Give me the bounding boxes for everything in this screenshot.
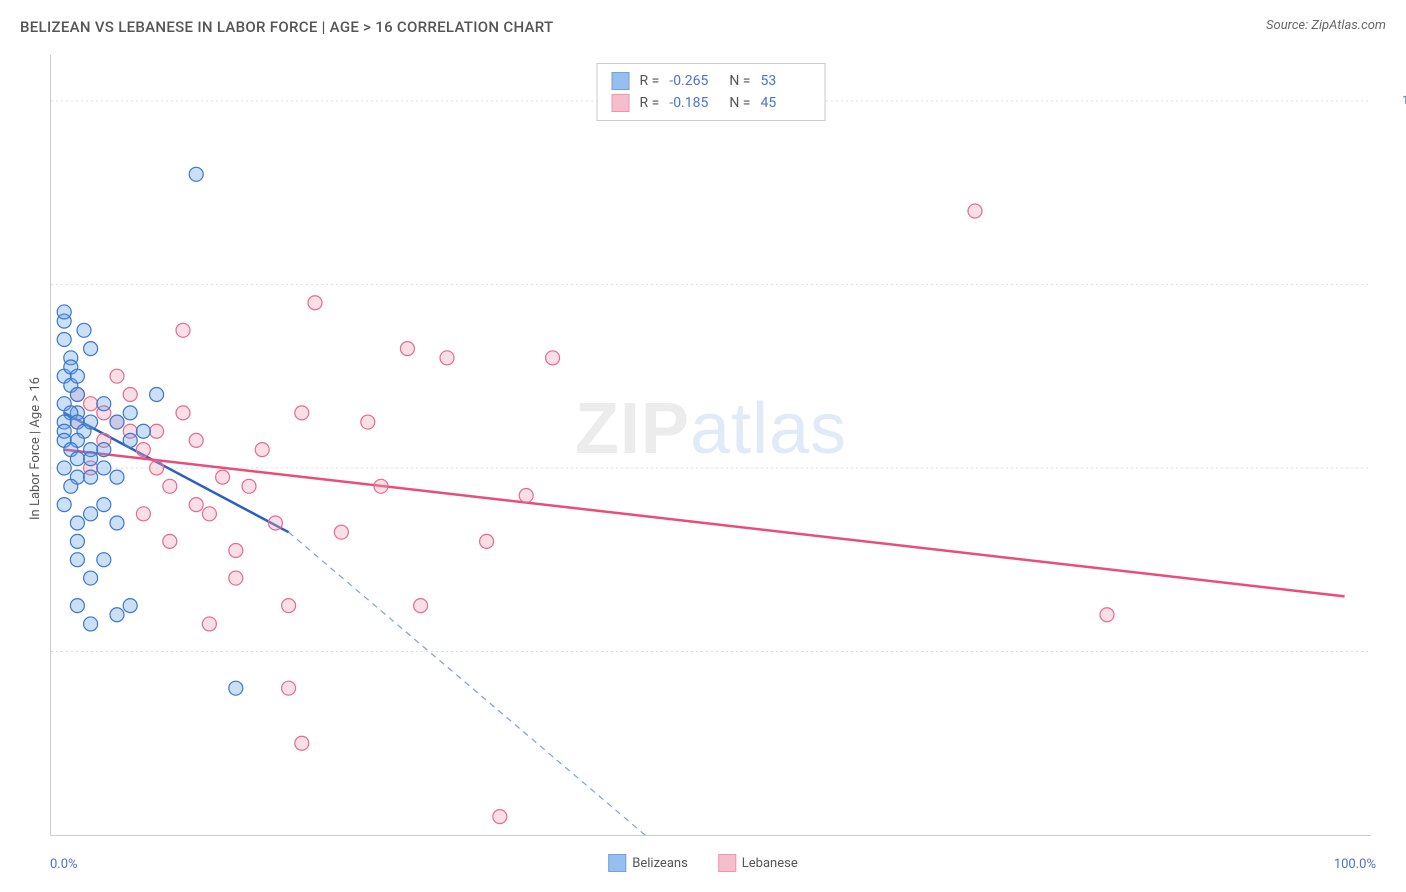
y-tick-label: 60.0% bbox=[1381, 460, 1406, 474]
legend-label-lebanese: Lebanese bbox=[742, 856, 798, 871]
stat-r-value-1: -0.265 bbox=[669, 73, 719, 89]
stats-row-belizeans: R = -0.265 N = 53 bbox=[612, 70, 811, 92]
x-axis-max-label: 100.0% bbox=[1334, 857, 1376, 872]
stat-n-value-2: 45 bbox=[760, 95, 810, 111]
stats-box: R = -0.265 N = 53 R = -0.185 N = 45 bbox=[597, 63, 826, 121]
chart-title: BELIZEAN VS LEBANESE IN LABOR FORCE | AG… bbox=[20, 18, 553, 36]
chart-svg bbox=[51, 55, 1371, 835]
source-label: Source: ZipAtlas.com bbox=[1266, 18, 1386, 33]
legend-item-belizeans: Belizeans bbox=[608, 854, 688, 872]
stat-r-label-2: R = bbox=[640, 95, 660, 111]
stat-r-value-2: -0.185 bbox=[669, 95, 719, 111]
swatch-lebanese bbox=[612, 94, 630, 112]
watermark-atlas: atlas bbox=[690, 389, 847, 469]
plot-area: R = -0.265 N = 53 R = -0.185 N = 45 ZIPa… bbox=[50, 55, 1371, 836]
legend-item-lebanese: Lebanese bbox=[718, 854, 798, 872]
legend-swatch-belizeans bbox=[608, 854, 626, 872]
stat-n-label-1: N = bbox=[729, 73, 750, 89]
legend-label-belizeans: Belizeans bbox=[632, 856, 688, 871]
legend-swatch-lebanese bbox=[718, 854, 736, 872]
y-tick-label: 40.0% bbox=[1381, 643, 1406, 657]
y-tick-label: 80.0% bbox=[1381, 276, 1406, 290]
y-axis-title: In Labor Force | Age > 16 bbox=[28, 377, 43, 520]
swatch-belizeans bbox=[612, 72, 630, 90]
stat-n-value-1: 53 bbox=[760, 73, 810, 89]
bottom-legend: Belizeans Lebanese bbox=[608, 854, 797, 872]
watermark: ZIPatlas bbox=[575, 388, 847, 470]
y-tick-label: 100.0% bbox=[1381, 93, 1406, 107]
x-axis-min-label: 0.0% bbox=[50, 857, 78, 872]
stat-r-label-1: R = bbox=[640, 73, 660, 89]
stat-n-label-2: N = bbox=[729, 95, 750, 111]
watermark-zip: ZIP bbox=[575, 389, 690, 469]
stats-row-lebanese: R = -0.185 N = 45 bbox=[612, 92, 811, 114]
